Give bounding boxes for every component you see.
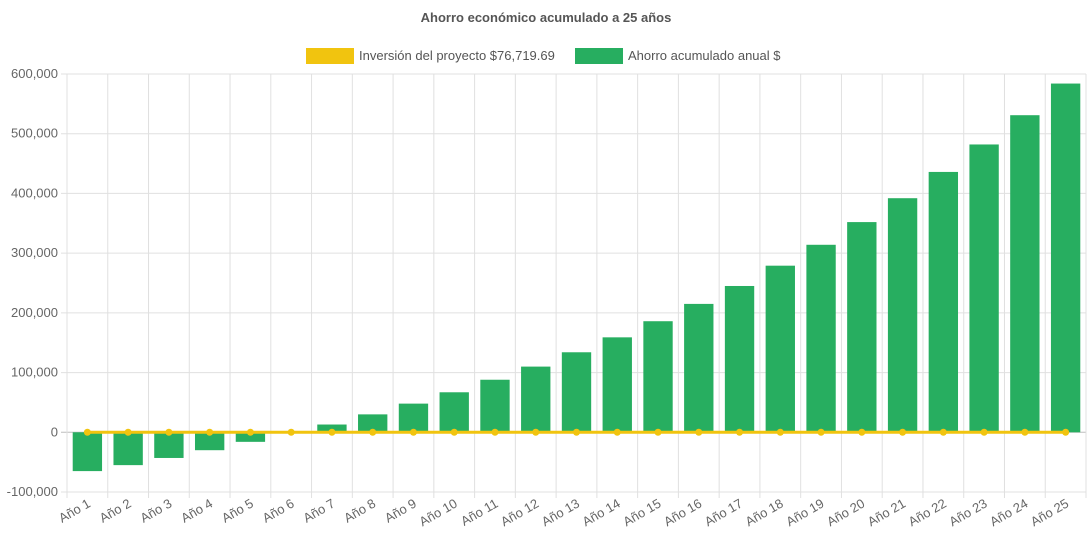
line-point[interactable] xyxy=(858,428,866,436)
x-tick-label: Año 19 xyxy=(783,496,826,530)
x-tick-label: Año 7 xyxy=(301,496,338,526)
y-tick-label: 100,000 xyxy=(11,365,58,380)
x-tick-label: Año 24 xyxy=(987,496,1030,530)
line-point[interactable] xyxy=(776,428,784,436)
legend-swatch-savings[interactable] xyxy=(575,48,623,64)
bar[interactable] xyxy=(439,392,469,433)
bar[interactable] xyxy=(521,366,551,433)
line-point[interactable] xyxy=(899,428,907,436)
x-tick-label: Año 17 xyxy=(702,496,745,530)
line-point[interactable] xyxy=(83,428,91,436)
bar[interactable] xyxy=(194,432,225,451)
bar[interactable] xyxy=(113,432,143,466)
x-tick-label: Año 11 xyxy=(458,496,500,529)
x-tick-label: Año 25 xyxy=(1028,496,1071,530)
bar[interactable] xyxy=(724,285,755,433)
y-tick-label: 0 xyxy=(51,424,58,439)
y-tick-label: 400,000 xyxy=(11,185,58,200)
legend-label-savings[interactable]: Ahorro acumulado anual $ xyxy=(628,48,781,63)
legend-swatch-investment[interactable] xyxy=(306,48,354,64)
bar[interactable] xyxy=(1050,83,1081,433)
x-tick-label: Año 6 xyxy=(260,496,297,526)
x-tick-label: Año 14 xyxy=(580,496,623,530)
bar[interactable] xyxy=(1010,115,1040,433)
bar[interactable] xyxy=(684,303,714,433)
bar[interactable] xyxy=(398,403,429,433)
y-tick-label: 500,000 xyxy=(11,126,58,141)
y-tick-label: -100,000 xyxy=(7,484,58,499)
x-tick-label: Año 23 xyxy=(946,496,989,530)
bar[interactable] xyxy=(847,222,877,433)
y-tick-label: 300,000 xyxy=(11,245,58,260)
x-tick-label: Año 10 xyxy=(417,496,460,530)
line-point[interactable] xyxy=(409,428,417,436)
y-tick-label: 200,000 xyxy=(11,305,58,320)
line-point[interactable] xyxy=(736,428,744,436)
x-tick-label: Año 4 xyxy=(178,496,215,526)
line-point[interactable] xyxy=(817,428,825,436)
bar[interactable] xyxy=(358,414,388,433)
line-point[interactable] xyxy=(980,428,988,436)
bar[interactable] xyxy=(643,321,673,433)
line-point[interactable] xyxy=(450,428,458,436)
line-point[interactable] xyxy=(124,428,132,436)
line-point[interactable] xyxy=(491,428,499,436)
line-point[interactable] xyxy=(1021,428,1029,436)
x-axis-ticks: Año 1 Año 2 Año 3 Año 4 Año 5 Año 6 Año 7 Año 8… xyxy=(56,496,1071,530)
x-tick-label: Año 20 xyxy=(824,496,867,530)
line-point[interactable] xyxy=(287,428,295,436)
y-tick-label: 600,000 xyxy=(11,66,58,81)
legend-label-investment[interactable]: Inversión del proyecto $76,719.69 xyxy=(359,48,555,63)
legend: Inversión del proyecto $76,719.69 Ahorro… xyxy=(306,48,781,64)
line-point[interactable] xyxy=(165,428,173,436)
bar[interactable] xyxy=(480,379,510,433)
x-tick-label: Año 21 xyxy=(865,496,908,530)
line-point[interactable] xyxy=(573,428,580,436)
line-point[interactable] xyxy=(328,428,336,436)
line-point[interactable] xyxy=(654,428,662,436)
bar[interactable] xyxy=(154,432,184,458)
line-point[interactable] xyxy=(613,428,621,436)
bar[interactable] xyxy=(806,244,836,433)
chart-title: Ahorro económico acumulado a 25 años xyxy=(421,10,672,25)
x-tick-label: Año 13 xyxy=(539,496,582,530)
line-point[interactable] xyxy=(369,428,377,436)
bar[interactable] xyxy=(887,198,918,433)
x-tick-label: Año 3 xyxy=(137,496,174,526)
x-tick-label: Año 12 xyxy=(498,496,541,530)
bar[interactable] xyxy=(317,424,347,433)
x-tick-label: Año 1 xyxy=(56,496,93,526)
bar[interactable] xyxy=(602,337,632,433)
line-point[interactable] xyxy=(246,428,254,436)
line-point[interactable] xyxy=(206,428,214,436)
x-tick-label: Año 15 xyxy=(620,496,663,530)
x-tick-label: Año 9 xyxy=(382,496,419,526)
x-tick-label: Año 16 xyxy=(661,496,704,530)
bar-series xyxy=(72,83,1081,472)
line-point[interactable] xyxy=(532,428,540,436)
bar[interactable] xyxy=(928,171,959,433)
x-tick-label: Año 8 xyxy=(341,496,378,526)
bar[interactable] xyxy=(561,352,592,433)
x-tick-label: Año 18 xyxy=(743,496,786,530)
line-point[interactable] xyxy=(939,428,947,436)
grid-lines xyxy=(61,73,1087,498)
bar[interactable] xyxy=(235,432,266,442)
line-series xyxy=(83,428,1070,436)
bar[interactable] xyxy=(72,432,103,472)
x-tick-label: Año 2 xyxy=(97,496,134,526)
x-tick-label: Año 5 xyxy=(219,496,256,526)
line-point[interactable] xyxy=(1062,428,1070,436)
line-point[interactable] xyxy=(695,428,703,436)
bar[interactable] xyxy=(969,144,999,433)
bar[interactable] xyxy=(765,265,795,433)
y-axis-ticks: 600,000 500,000 400,000 300,000 200,000 100,0… xyxy=(7,66,58,499)
x-tick-label: Año 22 xyxy=(906,496,949,530)
